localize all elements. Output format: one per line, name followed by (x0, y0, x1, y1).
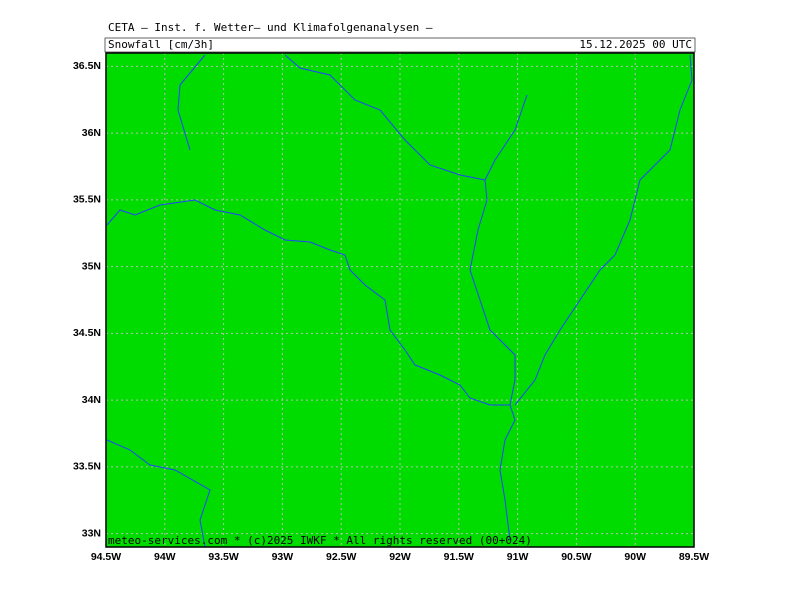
x-tick-label: 94.5W (91, 551, 121, 563)
valid-time: 15.12.2025 00 UTC (579, 38, 692, 51)
y-tick-label: 35.5N (73, 194, 101, 206)
river (177, 54, 206, 151)
x-tick-label: 91W (507, 551, 529, 563)
title: CETA — Inst. f. Wetter— und Klimafolgena… (108, 21, 433, 34)
x-tick-label: 91.5W (444, 551, 474, 563)
x-tick-label: 89.5W (679, 551, 709, 563)
x-tick-label: 94W (154, 551, 176, 563)
rivers (106, 54, 693, 548)
variable: Snowfall [cm/3h] (108, 38, 214, 51)
x-tick-label: 92W (389, 551, 411, 563)
y-tick-label: 35N (82, 260, 101, 272)
river (106, 439, 211, 548)
header-box (104, 37, 696, 53)
y-tick-label: 33.5N (73, 461, 101, 473)
x-tick-label: 93.5W (208, 551, 238, 563)
river (469, 94, 528, 541)
river (106, 199, 510, 406)
footer: meteo-services.com * (c)2025 IWKF * All … (108, 534, 532, 547)
y-tick-label: 34.5N (73, 327, 101, 339)
y-tick-label: 33N (82, 527, 101, 539)
y-tick-label: 34N (82, 394, 101, 406)
y-tick-label: 36.5N (73, 60, 101, 72)
x-tick-label: 90.5W (561, 551, 591, 563)
x-tick-label: 92.5W (326, 551, 356, 563)
y-tick-label: 36N (82, 127, 101, 139)
x-tick-label: 93W (272, 551, 294, 563)
river (284, 54, 486, 181)
x-tick-label: 90W (624, 551, 646, 563)
river (514, 54, 693, 406)
map-frame (105, 52, 695, 548)
